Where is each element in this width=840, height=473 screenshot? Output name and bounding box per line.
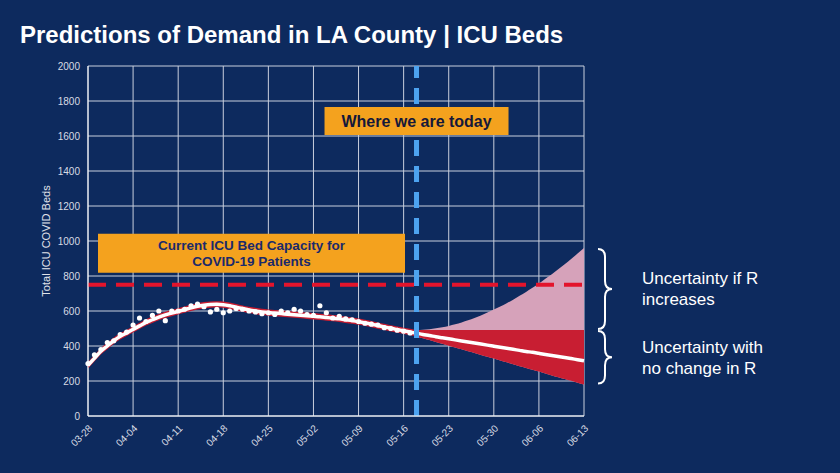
svg-text:1600: 1600 xyxy=(58,131,81,142)
svg-text:Where we are today: Where we are today xyxy=(341,113,491,130)
svg-text:no change in R: no change in R xyxy=(642,359,756,378)
svg-text:1800: 1800 xyxy=(58,96,81,107)
svg-text:Current ICU Bed Capacity for: Current ICU Bed Capacity for xyxy=(158,238,346,253)
svg-text:06-13: 06-13 xyxy=(565,422,591,448)
svg-text:600: 600 xyxy=(63,306,80,317)
svg-text:06-06: 06-06 xyxy=(519,422,545,448)
svg-text:1400: 1400 xyxy=(58,166,81,177)
svg-text:04-18: 04-18 xyxy=(204,422,230,448)
svg-text:Total ICU COVID Beds: Total ICU COVID Beds xyxy=(40,185,52,297)
svg-text:05-30: 05-30 xyxy=(474,422,500,448)
svg-text:05-02: 05-02 xyxy=(294,422,320,448)
svg-text:400: 400 xyxy=(63,341,80,352)
svg-text:04-11: 04-11 xyxy=(159,422,185,448)
svg-text:1000: 1000 xyxy=(58,236,81,247)
svg-text:05-23: 05-23 xyxy=(429,422,455,448)
svg-text:0: 0 xyxy=(74,411,80,422)
svg-text:Uncertainty if R: Uncertainty if R xyxy=(642,269,758,288)
svg-text:Predictions of Demand in LA Co: Predictions of Demand in LA County | ICU… xyxy=(20,21,563,48)
svg-text:COVID-19 Patients: COVID-19 Patients xyxy=(192,254,311,269)
svg-text:05-09: 05-09 xyxy=(339,422,365,448)
svg-text:increases: increases xyxy=(642,290,715,309)
svg-text:1200: 1200 xyxy=(58,201,81,212)
svg-text:05-16: 05-16 xyxy=(384,422,410,448)
svg-text:200: 200 xyxy=(63,376,80,387)
svg-text:Uncertainty with: Uncertainty with xyxy=(642,338,763,357)
svg-text:04-25: 04-25 xyxy=(249,422,275,448)
svg-text:800: 800 xyxy=(63,271,80,282)
svg-text:2000: 2000 xyxy=(58,61,81,72)
svg-text:03-28: 03-28 xyxy=(69,422,95,448)
svg-text:04-04: 04-04 xyxy=(114,422,140,448)
